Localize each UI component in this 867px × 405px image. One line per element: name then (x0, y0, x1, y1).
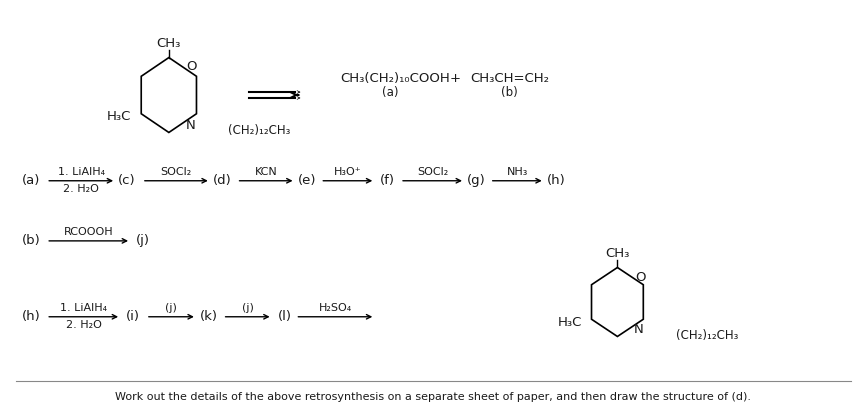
Text: CH₃: CH₃ (605, 247, 629, 260)
Text: SOCl₂: SOCl₂ (160, 167, 192, 177)
Text: (l): (l) (277, 310, 291, 323)
Text: +: + (449, 72, 460, 85)
Text: SOCl₂: SOCl₂ (417, 167, 448, 177)
Text: N: N (634, 323, 643, 336)
Text: 1. LiAlH₄: 1. LiAlH₄ (57, 167, 105, 177)
Text: Work out the details of the above retrosynthesis on a separate sheet of paper, a: Work out the details of the above retros… (115, 392, 751, 402)
Text: (e): (e) (298, 174, 316, 187)
Text: (b): (b) (22, 234, 41, 247)
Text: CH₃(CH₂)₁₀COOH: CH₃(CH₂)₁₀COOH (340, 72, 450, 85)
Text: (k): (k) (199, 310, 218, 323)
Text: (h): (h) (22, 310, 41, 323)
Text: 1. LiAlH₄: 1. LiAlH₄ (60, 303, 108, 313)
Text: RCOOOH: RCOOOH (64, 227, 114, 237)
Text: O: O (635, 271, 646, 284)
Text: (a): (a) (22, 174, 41, 187)
Text: (h): (h) (547, 174, 566, 187)
Text: 2. H₂O: 2. H₂O (63, 183, 99, 194)
Text: (j): (j) (242, 303, 253, 313)
Text: CH₃: CH₃ (157, 37, 181, 50)
Text: NH₃: NH₃ (506, 167, 528, 177)
Text: (CH₂)₁₂CH₃: (CH₂)₁₂CH₃ (676, 329, 739, 342)
Text: (g): (g) (466, 174, 486, 187)
Text: CH₃CH=CH₂: CH₃CH=CH₂ (470, 72, 550, 85)
Text: KCN: KCN (255, 167, 277, 177)
Text: H₃O⁺: H₃O⁺ (334, 167, 362, 177)
Text: (CH₂)₁₂CH₃: (CH₂)₁₂CH₃ (227, 124, 290, 137)
Text: H₃C: H₃C (557, 315, 582, 329)
Text: 2. H₂O: 2. H₂O (66, 320, 101, 330)
Text: (i): (i) (126, 310, 140, 323)
Text: (j): (j) (136, 234, 150, 247)
Text: H₂SO₄: H₂SO₄ (319, 303, 352, 313)
Text: (d): (d) (213, 174, 232, 187)
Text: H₃C: H₃C (108, 110, 132, 123)
Text: (f): (f) (380, 174, 394, 187)
Text: N: N (186, 119, 196, 132)
Text: (a): (a) (381, 85, 399, 98)
Text: (j): (j) (166, 303, 177, 313)
Text: (c): (c) (118, 174, 136, 187)
Text: (b): (b) (501, 85, 518, 98)
Text: O: O (186, 60, 197, 73)
